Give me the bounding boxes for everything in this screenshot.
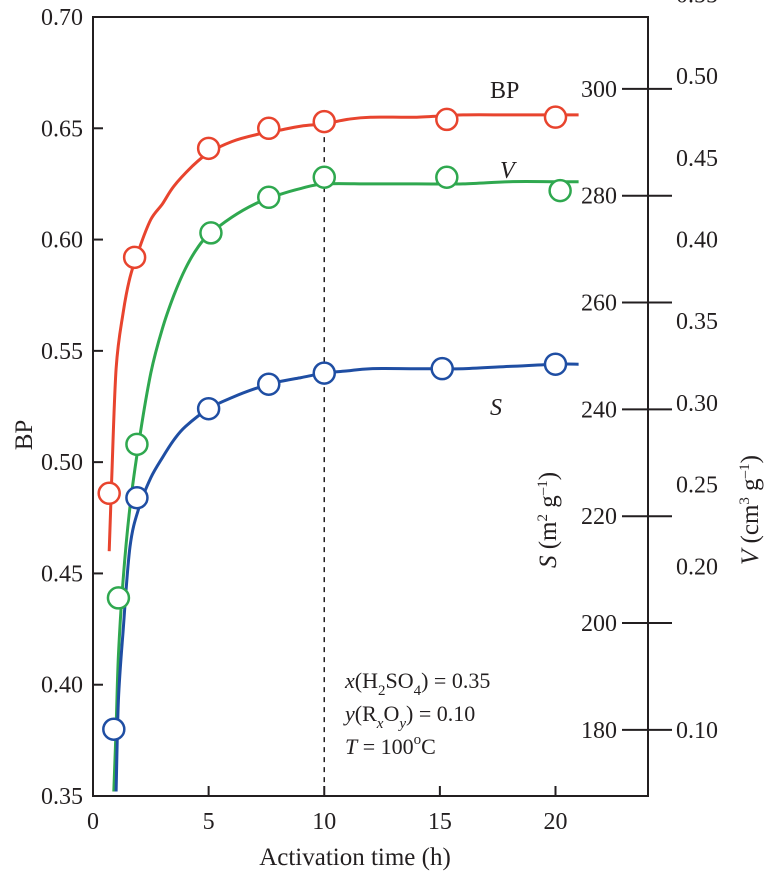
s-tick-label-280: 280 bbox=[581, 184, 617, 210]
series-bp-point-3 bbox=[257, 116, 281, 141]
series-v-point-1 bbox=[125, 432, 149, 457]
series-bp-point-1 bbox=[122, 245, 147, 270]
y-left-tick-label-5: 0.60 bbox=[41, 228, 83, 254]
v-tick-label-3: 0.30 bbox=[676, 391, 718, 417]
y-left-tick-label-0: 0.35 bbox=[41, 784, 83, 810]
series-s-point-2 bbox=[196, 396, 221, 421]
annotation-line-1: x(H2SO4) = 0.35 bbox=[344, 668, 490, 699]
series-label-bp: BP bbox=[490, 78, 519, 104]
series-s-point-5 bbox=[430, 356, 454, 381]
v-tick-label-0: 0.10 bbox=[676, 718, 718, 744]
s-tick-label-220: 220 bbox=[581, 504, 617, 530]
s-tick-label-260: 260 bbox=[581, 291, 617, 317]
y-axis-right-s-title: S (m2 g–1) bbox=[535, 472, 562, 568]
v-tick-label-8: 0.55 bbox=[676, 0, 718, 8]
x-tick-label-0: 0 bbox=[87, 809, 99, 835]
series-label-s: S bbox=[490, 395, 502, 421]
series-v-point-3 bbox=[257, 185, 281, 210]
series-v-point-2 bbox=[199, 221, 223, 245]
series-bp-point-0 bbox=[97, 481, 121, 506]
y-left-tick-label-4: 0.55 bbox=[41, 339, 83, 365]
series-v-point-0 bbox=[106, 586, 131, 610]
series-s-point-0 bbox=[102, 717, 126, 741]
s-tick-label-300: 300 bbox=[581, 77, 617, 103]
y-axis-right-v-title: V (cm3 g–1) bbox=[737, 455, 764, 565]
series-v-point-5 bbox=[435, 165, 459, 190]
x-tick-label-20: 20 bbox=[544, 809, 568, 835]
series-v-line bbox=[112, 180, 579, 792]
x-axis-title: Activation time (h) bbox=[259, 844, 451, 871]
v-tick-label-4: 0.35 bbox=[676, 309, 718, 335]
annotation-line-3: T = 100oC bbox=[345, 732, 436, 759]
x-tick-label-5: 5 bbox=[203, 809, 215, 835]
x-tick-label-10: 10 bbox=[312, 809, 336, 835]
series-s-line bbox=[114, 362, 579, 792]
series-bp-line bbox=[107, 113, 579, 552]
conditions-annotation: x(H2SO4) = 0.35 y(RxOy) = 0.10 T = 100oC bbox=[343, 668, 490, 759]
series-s-point-3 bbox=[257, 372, 281, 396]
y-left-tick-label-1: 0.40 bbox=[41, 673, 83, 699]
series-s-point-1 bbox=[125, 486, 149, 510]
series-bp-point-4 bbox=[312, 109, 336, 134]
y-axis-left-title: BP bbox=[11, 420, 38, 451]
y-left-tick-label-2: 0.45 bbox=[41, 561, 83, 587]
y-left-tick-label-7: 0.70 bbox=[41, 5, 83, 31]
series-bp-point-6 bbox=[543, 105, 568, 129]
series-bp-point-2 bbox=[196, 136, 221, 161]
series-s-point-6 bbox=[543, 352, 568, 376]
series-bp-point-5 bbox=[435, 107, 459, 132]
s-tick-label-240: 240 bbox=[581, 397, 617, 423]
v-tick-label-5: 0.40 bbox=[676, 227, 718, 253]
v-tick-label-2: 0.25 bbox=[676, 473, 718, 499]
v-tick-label-6: 0.45 bbox=[676, 146, 718, 172]
v-tick-label-7: 0.50 bbox=[676, 64, 718, 90]
y-left-tick-label-6: 0.65 bbox=[41, 116, 83, 142]
series-label-v: V bbox=[500, 158, 517, 184]
plot-frame bbox=[92, 16, 649, 797]
y-left-tick-label-3: 0.50 bbox=[41, 450, 83, 476]
s-tick-label-180: 180 bbox=[581, 718, 617, 744]
x-tick-label-15: 15 bbox=[428, 809, 452, 835]
v-tick-label-1: 0.20 bbox=[676, 554, 718, 580]
series-v-point-6 bbox=[548, 178, 572, 203]
series-v-point-4 bbox=[312, 165, 336, 190]
s-tick-label-200: 200 bbox=[581, 611, 617, 637]
annotation-line-2: y(RxOy) = 0.10 bbox=[343, 701, 475, 732]
series-s-point-4 bbox=[312, 361, 336, 385]
